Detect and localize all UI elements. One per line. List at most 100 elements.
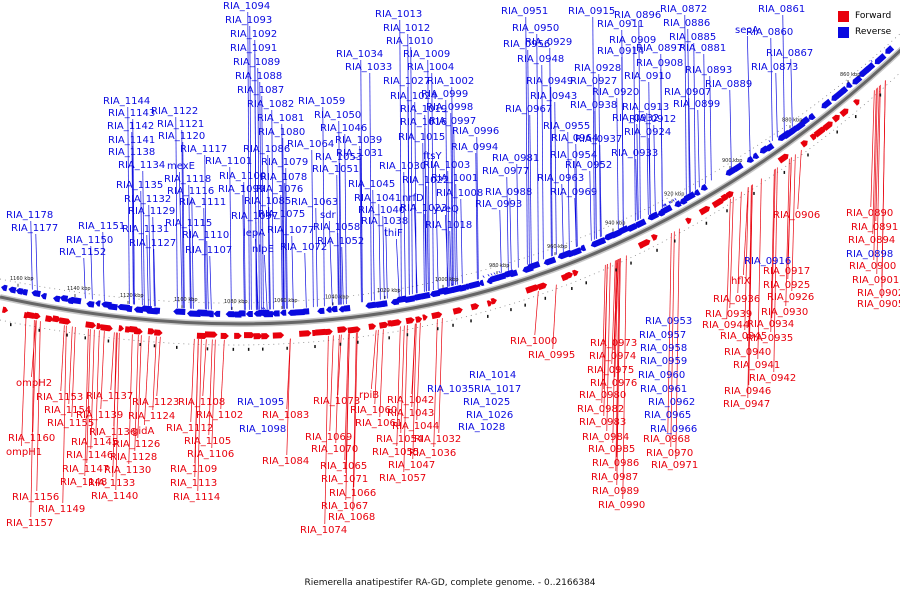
forward-gene-arrow bbox=[154, 329, 163, 336]
reverse-gene-label: RIA_0988 bbox=[485, 187, 532, 198]
reverse-gene-label: RIA_1111 bbox=[179, 197, 226, 208]
forward-gene-label: RIA_1112 bbox=[166, 423, 213, 434]
reverse-gene-label: RIA_1143 bbox=[108, 108, 155, 119]
forward-gene-arrow bbox=[822, 121, 833, 131]
reverse-gene-label: RIA_0953 bbox=[645, 316, 692, 327]
reverse-gene-leader-line bbox=[264, 254, 268, 310]
reverse-gene-label: RIA_1138 bbox=[108, 147, 155, 158]
reverse-gene-label: RIA_1018 bbox=[425, 220, 472, 231]
reverse-gene-leader-line bbox=[455, 183, 458, 285]
reverse-gene-arrow bbox=[626, 222, 638, 232]
reverse-gene-arrow bbox=[466, 280, 481, 290]
forward-gene-leader-line bbox=[335, 334, 340, 444]
marker-tick bbox=[705, 221, 708, 225]
forward-gene-label: RIA_0894 bbox=[848, 235, 895, 246]
marker-tick bbox=[38, 328, 41, 332]
reverse-gene-arrow bbox=[693, 189, 701, 196]
legend-label-forward: Forward bbox=[855, 11, 892, 21]
reverse-gene-label: RIA_0893 bbox=[685, 65, 732, 76]
reverse-gene-leader-line bbox=[424, 213, 427, 292]
forward-gene-label: RIA_1066 bbox=[329, 488, 376, 499]
marker-tick bbox=[487, 314, 489, 318]
reverse-gene-label: RIA_0915 bbox=[568, 6, 615, 17]
reverse-gene-label: RIA_1110 bbox=[182, 230, 229, 241]
reverse-swatch bbox=[838, 26, 849, 38]
reverse-gene-leader-line bbox=[598, 73, 601, 238]
forward-gene-label: RIA_1139 bbox=[76, 410, 123, 421]
forward-gene-arrow bbox=[315, 328, 329, 336]
forward-gene-arrow bbox=[431, 311, 443, 320]
reverse-gene-leader-line bbox=[663, 203, 666, 207]
reverse-gene-label: RIA_0961 bbox=[640, 384, 687, 395]
reverse-gene-leader-line bbox=[482, 275, 485, 278]
marker-tick bbox=[836, 130, 838, 134]
reverse-gene-leader-line bbox=[451, 283, 454, 286]
reverse-gene-label: RIA_1001 bbox=[431, 173, 478, 184]
reverse-gene-leader-line bbox=[575, 143, 578, 247]
forward-gene-leader-line bbox=[100, 331, 105, 410]
marker-tick bbox=[726, 209, 728, 213]
reverse-gene-label: RIA_0885 bbox=[669, 32, 716, 43]
reverse-gene-arrow bbox=[300, 308, 310, 315]
reverse-gene-arrow bbox=[846, 81, 853, 88]
reverse-gene-label: RIA_1052 bbox=[317, 236, 364, 247]
forward-gene-arrow bbox=[486, 300, 493, 307]
reverse-gene-label: RIA_0913 bbox=[622, 102, 669, 113]
reverse-gene-leader-line bbox=[263, 307, 266, 310]
forward-gene-leader-line bbox=[552, 284, 557, 350]
forward-gene-leader-line bbox=[352, 332, 357, 512]
forward-gene-arrow bbox=[809, 133, 817, 141]
marker-tick bbox=[139, 343, 141, 347]
forward-gene-label: RIA_0974 bbox=[589, 351, 636, 362]
reverse-gene-label: RIA_0955 bbox=[543, 121, 590, 132]
reverse-gene-leader-line bbox=[427, 59, 430, 291]
reverse-gene-label: RIA_0881 bbox=[679, 43, 726, 54]
reverse-gene-leader-line bbox=[282, 219, 285, 309]
reverse-gene-arrow bbox=[570, 247, 582, 256]
reverse-gene-label: RIA_0860 bbox=[746, 27, 793, 38]
reverse-gene-leader-line bbox=[255, 238, 259, 310]
scale-tick-label: 1040 kbp bbox=[325, 294, 349, 300]
forward-gene-arrow bbox=[26, 311, 37, 319]
reverse-gene-label: secA bbox=[735, 25, 759, 36]
reverse-gene-label: RIA_1095 bbox=[237, 397, 284, 408]
reverse-gene-leader-line bbox=[203, 207, 206, 310]
reverse-gene-label: RIA_1101 bbox=[205, 156, 252, 167]
forward-gene-label: RIA_0930 bbox=[761, 307, 808, 318]
marker-tick bbox=[247, 347, 250, 351]
forward-gene-arrow bbox=[650, 234, 658, 241]
reverse-gene-arrow bbox=[746, 155, 755, 163]
forward-gene-leader-line bbox=[757, 178, 762, 360]
reverse-gene-label: RIA_1100 bbox=[219, 171, 266, 182]
scale-tick-label: 1120 kbp bbox=[120, 293, 144, 299]
forward-gene-label: RIA_0917 bbox=[763, 266, 810, 277]
forward-gene-label: RIA_0975 bbox=[587, 365, 634, 376]
reverse-gene-leader-line bbox=[341, 246, 344, 305]
reverse-gene-label: RIA_0959 bbox=[640, 356, 687, 367]
forward-gene-label: RIA_0934 bbox=[747, 319, 794, 330]
reverse-gene-leader-line bbox=[589, 170, 592, 241]
forward-gene-leader-line bbox=[194, 339, 199, 478]
forward-gene-leader-line bbox=[379, 329, 384, 418]
reverse-gene-arrow bbox=[647, 211, 660, 221]
forward-gene-arrow bbox=[325, 328, 333, 336]
forward-gene-leader-line bbox=[36, 321, 41, 492]
reverse-gene-label: RIA_1141 bbox=[108, 135, 155, 146]
reverse-gene-label: RIA_1151 bbox=[78, 221, 125, 232]
forward-gene-label: RIA_1126 bbox=[113, 439, 160, 450]
reverse-gene-leader-line bbox=[487, 274, 490, 277]
forward-gene-label: RIA_1070 bbox=[311, 444, 358, 455]
forward-gene-label: RIA_1108 bbox=[178, 397, 225, 408]
reverse-gene-leader-line bbox=[684, 14, 687, 195]
forward-gene-leader-line bbox=[747, 185, 752, 399]
reverse-gene-leader-line bbox=[399, 19, 402, 297]
reverse-gene-arrow bbox=[213, 310, 221, 317]
reverse-gene-arrow bbox=[95, 300, 101, 307]
forward-gene-label: gidA bbox=[132, 426, 154, 437]
reverse-gene-label: RIA_0927 bbox=[570, 76, 617, 87]
reverse-gene-label: RIA_1077 bbox=[267, 225, 314, 236]
reverse-gene-label: RIA_1081 bbox=[257, 113, 304, 124]
reverse-gene-arrow bbox=[173, 308, 186, 316]
reverse-gene-label: RIA_1078 bbox=[260, 172, 307, 183]
reverse-gene-leader-line bbox=[191, 196, 194, 309]
